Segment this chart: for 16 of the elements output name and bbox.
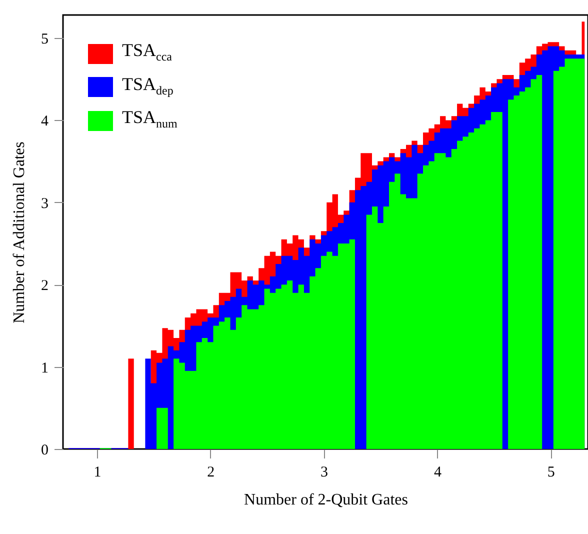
y-tick-label: 5 (41, 32, 48, 48)
y-tick-label: 2 (41, 278, 48, 294)
x-axis-title: Number of 2-Qubit Gates (244, 492, 408, 508)
x-tick-label: 5 (547, 464, 555, 480)
y-tick-label: 3 (41, 196, 48, 212)
legend-label: TSA$_{dep}$ (122, 72, 174, 100)
y-tick-label: 4 (41, 114, 49, 130)
x-tick-label: 3 (320, 464, 328, 480)
legend-label: TSA$_{num}$ (122, 106, 178, 133)
y-axis-title: Number of Additional Gates (11, 142, 28, 324)
x-tick-label: 2 (207, 464, 215, 480)
y-tick-label: 1 (41, 360, 48, 376)
x-tick-label: 1 (94, 464, 102, 480)
legend-label: TSA$_{cca}$ (122, 39, 172, 66)
y-tick-label: 0 (41, 442, 48, 458)
x-tick-label: 4 (434, 464, 442, 480)
